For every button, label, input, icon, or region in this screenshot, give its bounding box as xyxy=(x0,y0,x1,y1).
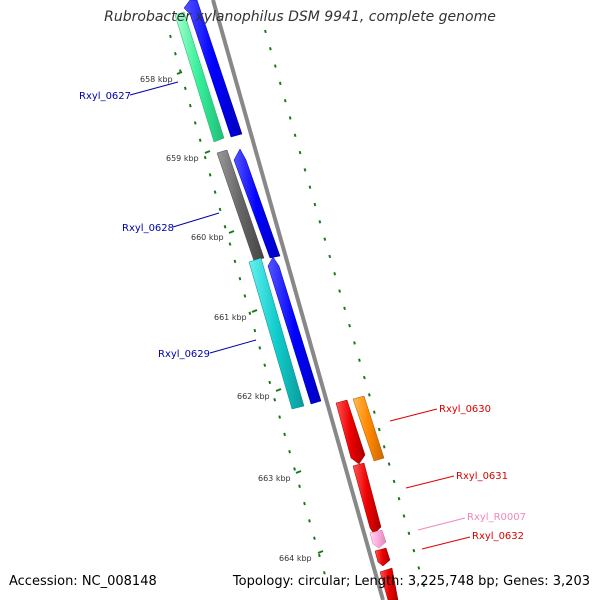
leader-line xyxy=(172,212,220,228)
leader-line xyxy=(421,536,471,550)
tick-mark xyxy=(317,550,324,554)
leader-line xyxy=(209,339,257,354)
leader-line xyxy=(389,408,438,422)
gene-label-rxyl-0628[interactable]: Rxyl_0628 xyxy=(122,223,174,234)
gene-label-rxyl-0629[interactable]: Rxyl_0629 xyxy=(158,349,210,360)
dotted-scale-left xyxy=(169,34,326,576)
tick-label: 659 kbp xyxy=(166,154,199,163)
gene-label-rxyl-r0007[interactable]: Rxyl_R0007 xyxy=(467,512,526,523)
gene-label-rxyl-0630[interactable]: Rxyl_0630 xyxy=(439,404,491,415)
accession-text: Accession: NC_008148 xyxy=(9,574,157,589)
topology-text: Topology: circular; Length: 3,225,748 bp… xyxy=(232,574,590,589)
leader-line xyxy=(405,475,455,489)
leader-line xyxy=(417,517,466,531)
tick-label: 660 kbp xyxy=(191,233,224,242)
gene-bar-rxyl-0630 xyxy=(352,395,385,462)
gene-label-rxyl-0631[interactable]: Rxyl_0631 xyxy=(456,471,508,482)
scale-ticks: 658 kbp 659 kbp 660 kbp 661 kbp 662 kbp … xyxy=(140,71,324,563)
diagram-title: Rubrobacter xylanophilus DSM 9941, compl… xyxy=(104,9,496,25)
genome-backbone xyxy=(211,0,385,600)
gene-bar-rxyl-0633 xyxy=(379,567,399,600)
gene-labels: Rxyl_0627 Rxyl_0628 Rxyl_0629 Rxyl_0630 … xyxy=(79,81,526,550)
gene-bar-rxyl-0632 xyxy=(374,547,391,567)
gene-bar-rxyl-0631 xyxy=(352,462,382,535)
gene-bar-blue-3 xyxy=(267,256,322,405)
gene-label-rxyl-0632[interactable]: Rxyl_0632 xyxy=(472,531,524,542)
tick-mark xyxy=(228,230,235,234)
tick-mark xyxy=(295,470,302,474)
gene-bar-blue-2 xyxy=(233,148,281,259)
tick-mark xyxy=(176,71,183,75)
gene-label-rxyl-0627[interactable]: Rxyl_0627 xyxy=(79,91,131,102)
tick-label: 662 kbp xyxy=(237,392,270,401)
tick-label: 663 kbp xyxy=(258,474,291,483)
tick-mark xyxy=(204,150,211,154)
gene-bar-blue-1 xyxy=(183,0,243,138)
tick-label: 661 kbp xyxy=(214,313,247,322)
gene-bar-rxyl-0628 xyxy=(216,149,265,262)
leader-line xyxy=(129,81,179,96)
tick-mark xyxy=(251,309,258,313)
gene-bar-rxyl-r0007 xyxy=(369,529,387,549)
tick-label: 658 kbp xyxy=(140,75,173,84)
gene-bar-rxyl-0630b xyxy=(335,399,366,465)
tick-mark xyxy=(275,388,282,392)
gene-bar-rxyl-0629 xyxy=(248,257,305,410)
tick-label: 664 kbp xyxy=(279,554,312,563)
gene-bar-rxyl-0627 xyxy=(174,11,225,143)
